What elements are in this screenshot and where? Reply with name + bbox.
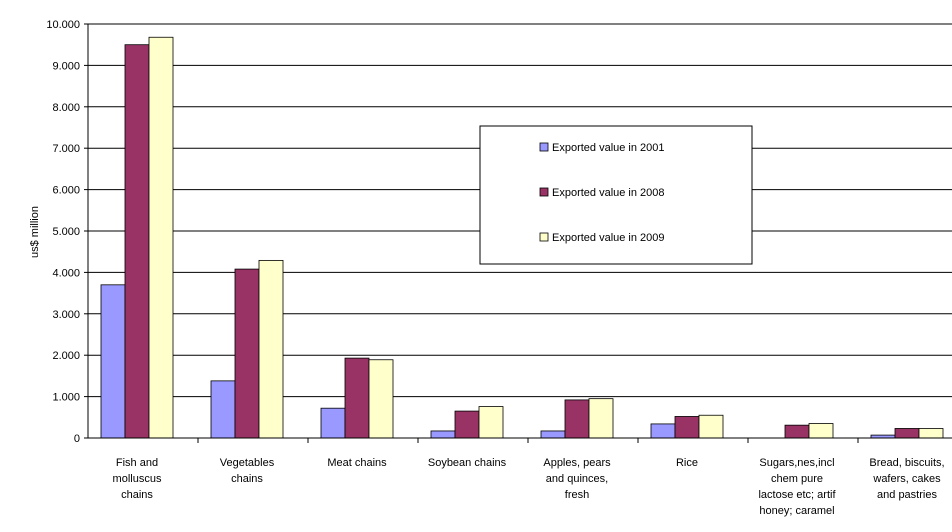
bar — [148, 36, 174, 439]
x-category-labels: Fish and molluscus chains Vegetables chains M… — [113, 457, 945, 517]
y-tick-label: 4.000 — [52, 267, 80, 279]
bar — [478, 406, 504, 439]
y-tick-labels: 0 1.000 2.000 3.000 4.000 5.000 6.000 7.000 8.00… — [46, 19, 88, 445]
legend-entry: Exported value in 2009 — [552, 232, 665, 244]
bar — [344, 357, 370, 439]
y-tick-label: 0 — [74, 433, 80, 445]
y-tick-label: 5.000 — [52, 226, 80, 238]
x-category-label: Sugars,nes,incl chem pure lactose etc; art… — [758, 457, 836, 517]
legend: Exported value in 2001 Exported value in … — [479, 125, 753, 265]
x-category-label: Bread, biscuits, wafers, cakes and pastrie… — [869, 457, 944, 501]
y-tick-label: 3.000 — [52, 309, 80, 321]
bar — [918, 428, 944, 439]
x-category-label: Fish and molluscus chains — [113, 457, 162, 501]
legend-box — [479, 125, 753, 265]
bar — [564, 399, 590, 439]
x-category-label: Vegetables chains — [220, 457, 275, 485]
bar — [100, 284, 126, 439]
bar — [588, 398, 614, 439]
bar — [124, 44, 150, 439]
bar — [368, 359, 394, 439]
bar — [698, 414, 724, 439]
bar — [808, 423, 834, 439]
legend-swatch — [539, 142, 549, 152]
bar — [454, 410, 480, 439]
legend-swatch — [539, 187, 549, 197]
y-tick-label: 9.000 — [52, 60, 80, 72]
y-axis-label: us$ million — [29, 206, 41, 258]
bar — [540, 430, 566, 439]
bar — [894, 428, 920, 439]
x-category-label: Apples, pears and quinces, fresh — [543, 457, 611, 501]
x-category-label: Soybean chains — [428, 457, 507, 469]
bar — [258, 259, 284, 439]
bar — [320, 407, 346, 439]
y-tick-label: 8.000 — [52, 102, 80, 114]
y-tick-label: 7.000 — [52, 143, 80, 155]
bar — [430, 430, 456, 439]
y-tick-label: 6.000 — [52, 185, 80, 197]
y-tick-label: 2.000 — [52, 350, 80, 362]
bar — [210, 380, 236, 439]
legend-entry: Exported value in 2008 — [552, 187, 665, 199]
x-category-label: Meat chains — [327, 457, 387, 469]
bar — [784, 424, 810, 439]
bar — [234, 268, 260, 439]
legend-swatch — [539, 232, 549, 242]
y-tick-label: 10.000 — [46, 19, 80, 31]
bar — [674, 416, 700, 439]
x-category-label: Rice — [676, 457, 698, 469]
y-tick-label: 1.000 — [52, 392, 80, 404]
bar — [650, 423, 676, 439]
legend-entry: Exported value in 2001 — [552, 142, 665, 154]
